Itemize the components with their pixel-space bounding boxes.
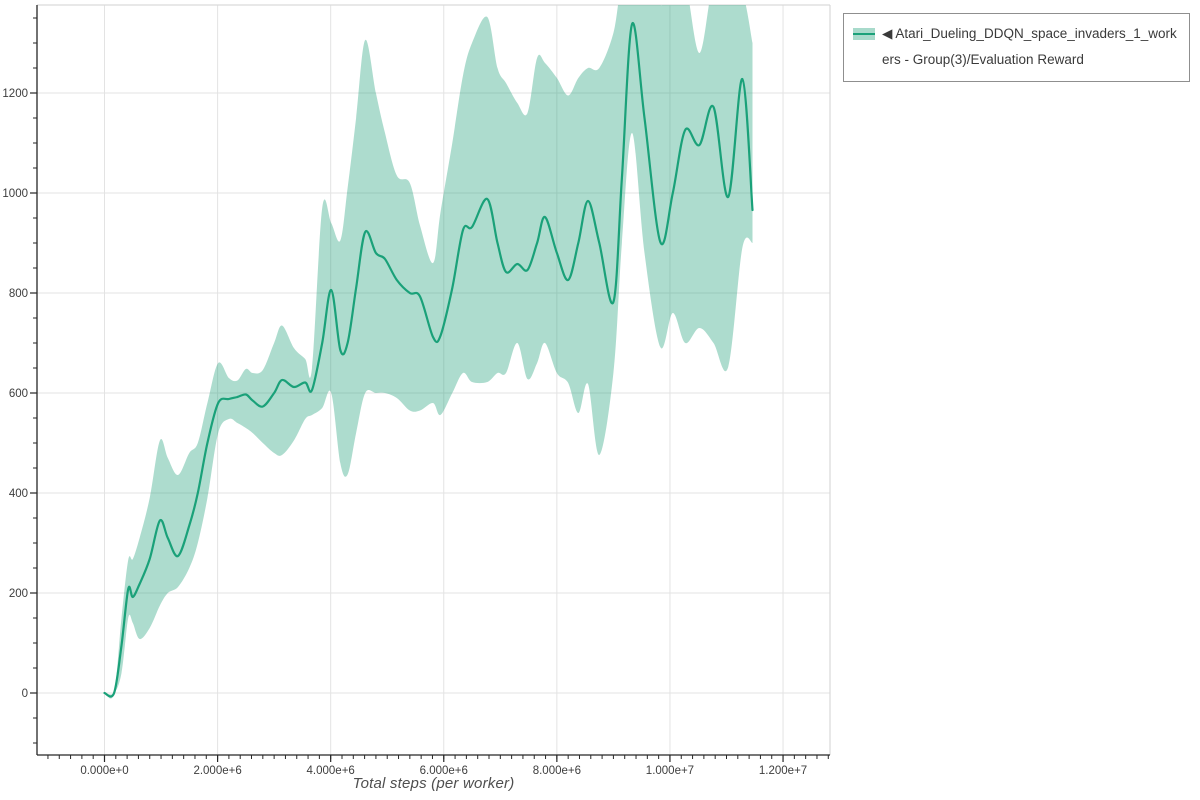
axis-ticks [30,17,829,762]
confidence-band [104,5,753,699]
x-tick-label: 1.000e+7 [646,765,694,777]
x-tick-label: 6.000e+6 [420,765,468,777]
tick-labels: 0.000e+0 2.000e+6 4.000e+6 6.000e+6 8.000e+6… [2,88,807,777]
y-tick-label: 400 [9,488,28,500]
x-tick-label: 0.000e+0 [80,765,128,777]
y-tick-label: 800 [9,288,28,300]
x-tick-label: 2.000e+6 [193,765,241,777]
y-tick-label: 600 [9,388,28,400]
x-tick-label: 4.000e+6 [307,765,355,777]
gridlines [37,5,830,755]
legend-line-icon [853,32,875,35]
x-tick-label: 1.200e+7 [759,765,807,777]
y-tick-label: 200 [9,588,28,600]
legend-label: ◀ Atari_Dueling_DDQN_space_invaders_1_wo… [882,26,1177,67]
legend-swatch-icon [853,28,875,40]
legend[interactable]: ◀ Atari_Dueling_DDQN_space_invaders_1_wo… [843,13,1190,82]
mean-reward-line[interactable] [103,22,754,698]
x-tick-label: 8.000e+6 [533,765,581,777]
y-tick-label: 1000 [2,188,28,200]
y-tick-label: 0 [22,688,28,700]
y-tick-label: 1200 [2,88,28,100]
x-axis-title: Total steps (per worker) [352,775,515,792]
